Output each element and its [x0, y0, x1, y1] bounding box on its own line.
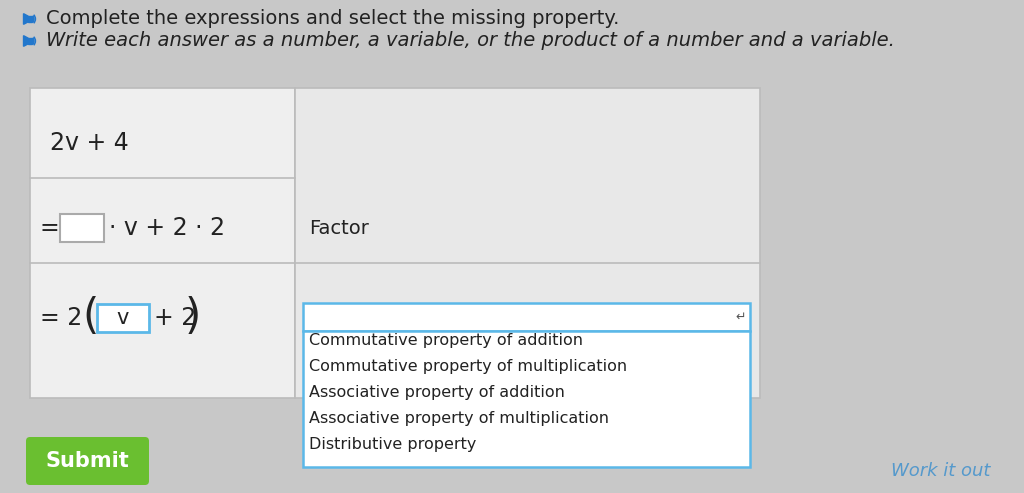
Text: Associative property of multiplication: Associative property of multiplication — [309, 412, 609, 426]
Text: =: = — [40, 216, 59, 240]
Text: = 2: = 2 — [40, 306, 82, 330]
Text: (: ( — [82, 296, 98, 338]
Bar — [60, 214, 104, 242]
Text: Submit: Submit — [46, 451, 129, 471]
Text: Distributive property: Distributive property — [309, 437, 476, 453]
Text: Factor: Factor — [309, 218, 369, 238]
Bar — [28, 16, 32, 22]
Text: v: v — [117, 308, 129, 328]
Text: Work it out: Work it out — [891, 462, 990, 480]
Bar — [303, 331, 750, 467]
Text: Associative property of addition: Associative property of addition — [309, 386, 565, 400]
Text: · v + 2 · 2: · v + 2 · 2 — [109, 216, 225, 240]
Text: Commutative property of addition: Commutative property of addition — [309, 333, 583, 349]
Text: ): ) — [185, 296, 202, 338]
Bar — [303, 303, 750, 331]
Bar — [295, 88, 760, 398]
Text: Write each answer as a number, a variable, or the product of a number and a vari: Write each answer as a number, a variabl… — [46, 32, 895, 50]
Text: + 2: + 2 — [154, 306, 197, 330]
Text: Complete the expressions and select the missing property.: Complete the expressions and select the … — [46, 9, 620, 29]
Text: 2v + 4: 2v + 4 — [50, 131, 129, 155]
Bar — [97, 304, 150, 332]
Text: Commutative property of multiplication: Commutative property of multiplication — [309, 359, 627, 375]
Polygon shape — [24, 35, 28, 46]
Text: ↵: ↵ — [735, 311, 746, 323]
Bar — [28, 38, 32, 44]
FancyBboxPatch shape — [26, 437, 150, 485]
Bar — [30, 88, 295, 398]
Polygon shape — [24, 14, 28, 24]
